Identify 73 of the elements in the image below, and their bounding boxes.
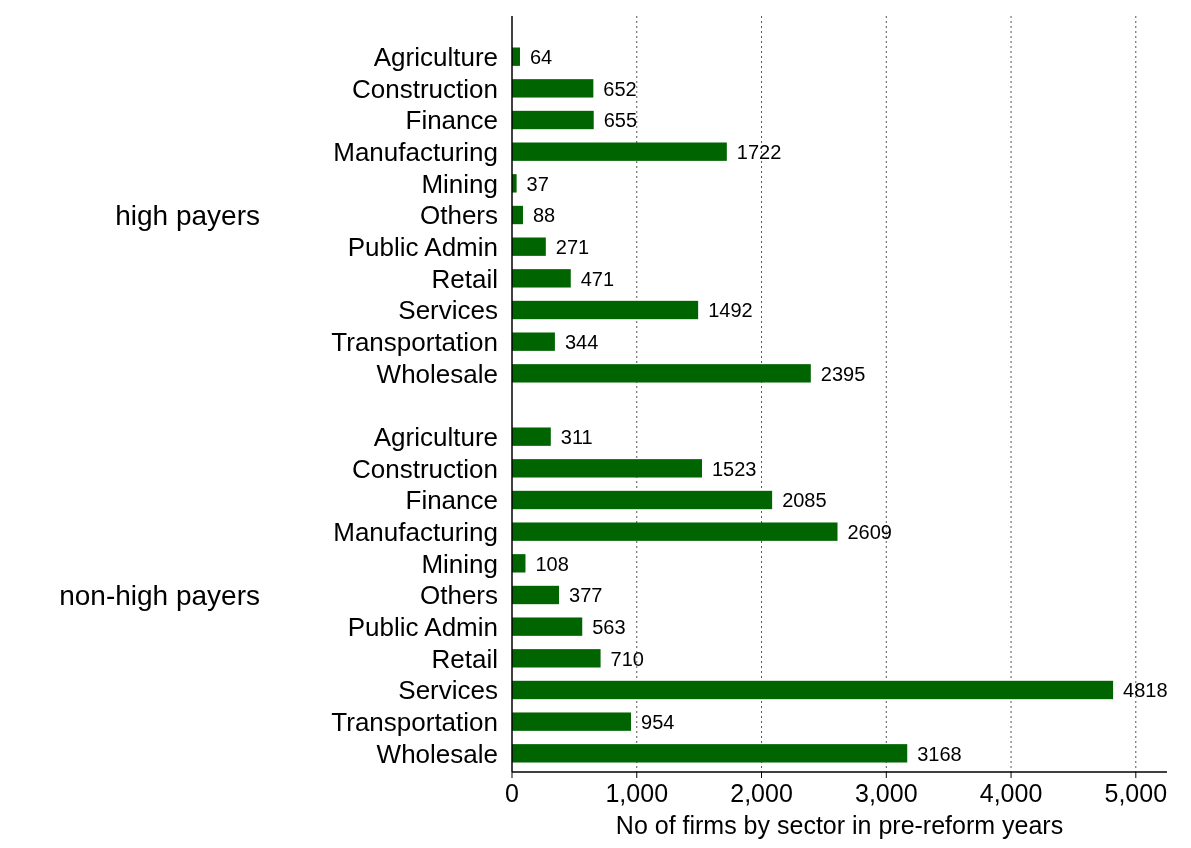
data-label: 377 — [569, 584, 603, 607]
bar — [512, 680, 1114, 700]
data-label: 954 — [641, 710, 675, 733]
bar — [512, 142, 727, 161]
x-axis-title: No of firms by sector in pre-reform years — [615, 811, 1064, 839]
data-label: 652 — [603, 77, 637, 100]
data-label: 4818 — [1123, 679, 1168, 702]
data-label: 2085 — [782, 489, 827, 512]
text: high payers — [115, 200, 260, 232]
bar — [512, 300, 699, 320]
bar — [512, 712, 632, 731]
bar — [512, 47, 520, 66]
data-label: 1492 — [708, 299, 753, 322]
bar — [512, 364, 811, 383]
data-label: 563 — [592, 615, 626, 638]
bar — [512, 554, 526, 573]
y-tick-label: Construction — [352, 73, 498, 104]
x-tick-label: 0 — [505, 779, 519, 807]
y-tick-label: Mining — [421, 168, 498, 199]
data-label: 2395 — [820, 362, 866, 385]
y-tick-label: Manufacturing — [333, 517, 498, 548]
y-tick-label: Transportation — [331, 707, 498, 738]
y-tick-label: Services — [398, 675, 498, 706]
bar — [512, 110, 594, 130]
text: non-high payers — [59, 580, 260, 612]
y-tick-label: Others — [419, 580, 498, 611]
bar — [512, 522, 838, 541]
y-tick-label: Public Admin — [347, 232, 498, 263]
data-label: 344 — [564, 330, 599, 353]
y-tick-label: Wholesale — [376, 738, 498, 769]
y-tick-label: Finance — [405, 105, 498, 136]
x-tick-label: 1,000 — [605, 779, 669, 807]
data-label: 311 — [560, 425, 593, 448]
bar — [512, 237, 546, 256]
bar — [512, 617, 583, 636]
data-label: 1523 — [712, 457, 757, 480]
data-label: 108 — [535, 552, 569, 575]
y-tick-label: Manufacturing — [333, 137, 498, 168]
y-tick-label: Finance — [405, 485, 498, 516]
x-tick-label: 3,000 — [855, 779, 918, 807]
data-label: 64 — [529, 45, 553, 68]
data-label: 271 — [555, 235, 590, 258]
x-tick-label: 4,000 — [979, 779, 1043, 807]
bar — [512, 427, 551, 446]
bar — [512, 79, 594, 98]
y-tick-label: Mining — [421, 548, 498, 579]
y-tick-label: Transportation — [331, 327, 498, 358]
bar — [512, 649, 601, 668]
y-tick-label: Retail — [431, 643, 498, 674]
bar — [512, 332, 555, 351]
data-label: 655 — [603, 109, 638, 132]
y-tick-label: Services — [398, 295, 498, 326]
data-label: 88 — [532, 204, 556, 227]
y-tick-label: Public Admin — [347, 612, 498, 643]
y-tick-label: Agriculture — [373, 422, 498, 453]
y-tick-label: Others — [419, 200, 498, 231]
data-label: 1722 — [736, 140, 782, 163]
x-tick-label: 5,000 — [1104, 779, 1168, 807]
y-tick-label: Agriculture — [373, 42, 498, 73]
bar — [512, 269, 571, 288]
bar — [512, 585, 560, 605]
x-tick-label: 2,000 — [730, 779, 793, 807]
y-tick-label: Wholesale — [376, 358, 498, 389]
bar — [512, 459, 703, 478]
data-label: 3168 — [917, 742, 962, 765]
bar — [512, 744, 908, 763]
y-tick-label: Construction — [352, 453, 498, 484]
data-label: 2609 — [847, 520, 892, 543]
data-label: 471 — [580, 267, 615, 290]
y-tick-label: Retail — [431, 263, 498, 294]
bar — [512, 490, 773, 510]
data-label: 710 — [610, 647, 644, 670]
data-label: 37 — [526, 172, 549, 195]
